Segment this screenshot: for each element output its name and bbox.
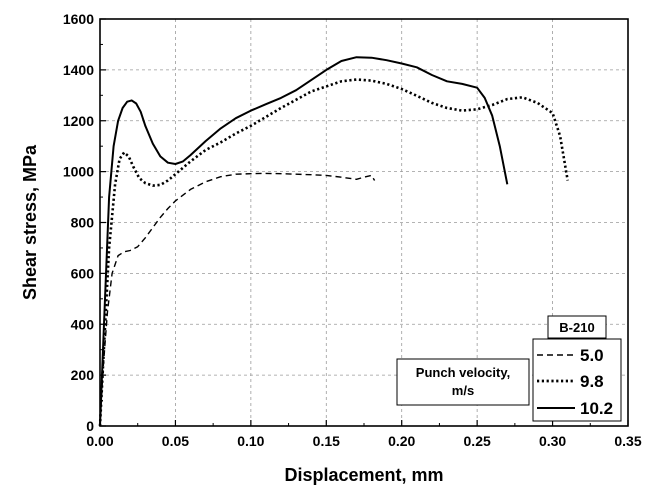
legend-label-3: 10.2 (580, 399, 613, 418)
legend: B-210 Punch velocity, m/s 5.0 9.8 10.2 (396, 315, 622, 422)
y-tick-label: 800 (71, 215, 95, 231)
legend-label-2: 9.8 (580, 372, 604, 391)
y-tick-label: 400 (71, 316, 95, 332)
legend-label-1: 5.0 (580, 346, 604, 365)
legend-title: B-210 (559, 320, 594, 335)
x-tick-label: 0.05 (162, 433, 189, 449)
x-tick-label: 0.25 (464, 433, 491, 449)
x-tick-label: 0.00 (86, 433, 113, 449)
y-tick-label: 0 (86, 418, 94, 434)
legend-entries: 5.0 9.8 10.2 (537, 346, 613, 418)
series-line-1 (99, 172, 376, 427)
legend-subtitle-box (396, 358, 530, 406)
legend-subtitle-line-1: Punch velocity, (416, 365, 510, 380)
x-tick-label: 0.30 (539, 433, 566, 449)
y-tick-label: 200 (71, 367, 95, 383)
x-tick-label: 0.10 (237, 433, 264, 449)
x-tick-label: 0.35 (614, 433, 641, 449)
series-line-3 (99, 56, 509, 427)
y-tick-label: 1400 (63, 62, 94, 78)
x-tick-label: 0.15 (313, 433, 340, 449)
y-axis-label: Shear stress, MPa (20, 144, 40, 300)
grid (100, 19, 628, 426)
x-tick-label: 0.20 (388, 433, 415, 449)
legend-title-box (547, 315, 607, 339)
y-tick-label: 600 (71, 265, 95, 281)
y-tick-label: 1600 (63, 11, 94, 27)
y-tick-label: 1000 (63, 164, 94, 180)
y-tick-label: 1200 (63, 113, 94, 129)
series-line-2 (98, 78, 569, 427)
legend-subtitle-line-2: m/s (452, 383, 474, 398)
axis-ticks: 0.00 0.05 0.10 0.15 0.20 0.25 0.30 0.35 0 200 400 6… (63, 11, 642, 449)
x-axis-label: Displacement, mm (284, 465, 443, 485)
series-lines (98, 56, 569, 427)
